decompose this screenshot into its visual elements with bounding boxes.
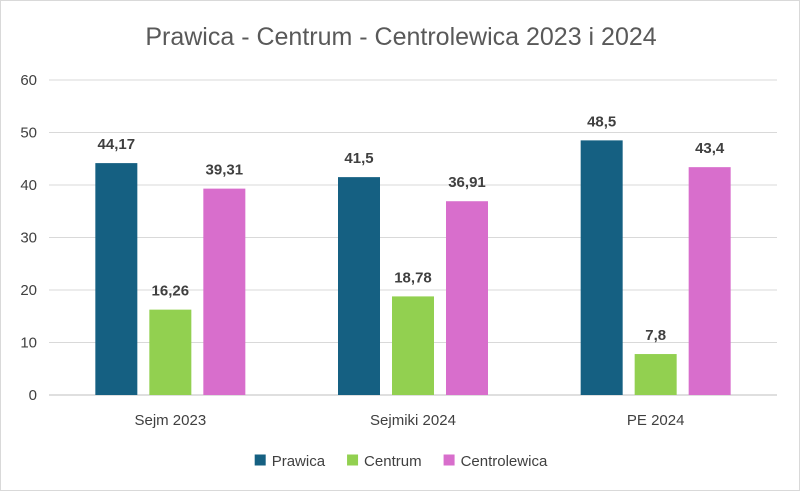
y-tick-label: 0 (29, 387, 37, 404)
x-axis-categories: Sejm 2023 Sejmiki 2024 PE 2024 (134, 412, 684, 429)
bar-centrolewica-3 (688, 167, 731, 395)
legend-label: Centrolewica (461, 453, 548, 470)
legend-label: Centrum (364, 453, 422, 470)
x-category-label: Sejm 2023 (134, 412, 206, 429)
chart-title: Prawica - Centrum - Centrolewica 2023 i … (145, 23, 656, 51)
data-label: 44,17 (98, 136, 136, 153)
y-tick-label: 40 (20, 177, 37, 194)
data-label: 18,78 (394, 269, 432, 286)
bar-centrolewica-1 (203, 188, 246, 395)
data-labels: 44,17 16,26 39,31 41,5 18,78 36,91 48,5 7,8 43,4 (98, 113, 725, 344)
data-label: 41,5 (344, 150, 373, 167)
data-label: 16,26 (152, 283, 190, 300)
bar-prawica-1 (95, 163, 138, 395)
data-label: 48,5 (587, 113, 616, 130)
legend-swatch-centrum (347, 454, 359, 466)
y-tick-label: 60 (20, 72, 37, 89)
bars (95, 140, 731, 395)
bar-prawica-3 (580, 140, 623, 395)
x-category-label: Sejmiki 2024 (370, 412, 456, 429)
data-label: 7,8 (645, 327, 666, 344)
bar-centrum-1 (149, 309, 192, 395)
bar-centrum-2 (392, 296, 434, 395)
data-label: 43,4 (695, 140, 725, 157)
y-tick-label: 10 (20, 335, 37, 352)
legend-swatch-prawica (254, 454, 266, 466)
bar-centrum-3 (634, 354, 677, 395)
y-tick-label: 30 (20, 230, 37, 247)
legend: Prawica Centrum Centrolewica (254, 453, 548, 470)
bar-centrolewica-2 (446, 201, 488, 395)
legend-swatch-centrolewica (443, 454, 455, 466)
y-axis-ticks: 0 10 20 30 40 50 60 (20, 72, 37, 404)
data-label: 39,31 (206, 162, 244, 179)
y-tick-label: 50 (20, 125, 37, 142)
legend-label: Prawica (272, 453, 326, 470)
x-category-label: PE 2024 (627, 412, 685, 429)
bar-prawica-2 (338, 177, 380, 395)
data-label: 36,91 (448, 174, 486, 191)
y-tick-label: 20 (20, 282, 37, 299)
